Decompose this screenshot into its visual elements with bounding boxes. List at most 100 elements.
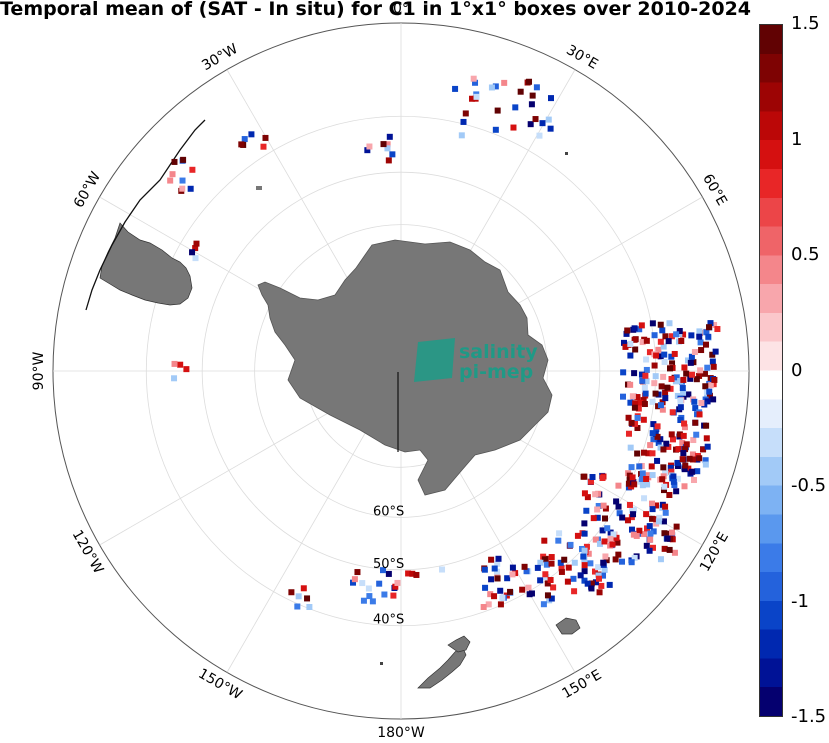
data-cell [697,339,704,346]
data-cell [384,141,391,148]
data-cell [497,587,504,594]
data-cell [631,404,638,411]
data-cell [592,536,599,543]
data-cell [366,143,373,150]
data-cell [657,402,664,409]
data-cell [677,404,684,411]
data-cell [689,468,696,475]
data-cell [647,530,654,537]
data-cell [587,560,594,567]
data-cell [629,393,636,400]
data-cell [662,503,669,510]
data-cell [676,328,683,335]
data-cell [678,337,685,344]
data-cell [649,320,656,327]
data-cell [625,430,632,437]
data-cell [642,390,649,397]
data-cell [528,590,535,597]
data-cell [599,527,606,534]
data-cell [650,436,657,443]
data-cell [595,564,602,571]
data-cell [655,518,662,525]
data-cell [646,349,653,356]
data-cell [628,464,635,471]
data-cell [671,549,678,556]
map-title: Temporal mean of (SAT - In situ) for C1 … [0,0,752,20]
data-cell [665,443,672,450]
data-cell [668,353,675,360]
data-cell [604,525,611,532]
data-cell [364,147,371,154]
data-cell [503,592,510,599]
data-cell [394,579,401,586]
data-cell [618,558,625,565]
data-cell [638,476,645,483]
parallel-label: 40°S [373,613,404,628]
data-cell [661,545,668,552]
data-cell [595,572,602,579]
data-cell [581,577,588,584]
data-cell [643,542,650,549]
data-cell [650,528,657,535]
data-cell [543,561,550,568]
data-cell [714,326,721,333]
data-cell [652,502,659,509]
data-cell [592,491,599,498]
data-cell [659,327,666,334]
data-cell [260,143,267,150]
data-cell [369,598,376,605]
tasmania [555,617,581,635]
data-cell [470,75,477,82]
data-cell [594,514,601,521]
colorbar-tick-label: 1 [791,128,803,150]
data-cell [632,346,639,353]
data-cell [655,346,662,353]
data-cell [189,166,196,173]
colorbar-tick-label: -1 [791,590,809,612]
data-cell [681,424,688,431]
data-cell [664,535,671,542]
data-cell [682,446,689,453]
data-cell [525,584,532,591]
data-cell [379,567,386,574]
data-cell [657,338,664,345]
data-cell [696,372,703,379]
data-cell [495,555,502,562]
data-cell [691,398,698,405]
data-cell [631,481,638,488]
data-cell [633,532,640,539]
data-cell [674,475,681,482]
data-cell [643,511,650,518]
data-cell [649,430,656,437]
data-cell [696,455,703,462]
data-cell [547,95,554,102]
data-cell [696,411,703,418]
data-cell [689,456,696,463]
data-cell [647,536,654,543]
data-cell [707,320,714,327]
data-cell [532,116,539,123]
data-cell [661,469,668,476]
data-cell [366,593,373,600]
data-cell [662,395,669,402]
data-cell [634,414,641,421]
data-cell [624,327,631,334]
data-cell [620,393,627,400]
data-cell [665,338,672,345]
data-cell [300,585,307,592]
data-cell [680,432,687,439]
data-cell [494,560,501,567]
data-cell [693,431,700,438]
data-cell [350,579,357,586]
data-cell [558,568,565,575]
data-cell [698,347,705,354]
data-cell [702,457,709,464]
data-cell [649,500,656,507]
data-cell [661,358,668,365]
data-cell [711,322,718,329]
south-america-tip [99,222,193,306]
data-cell [485,601,492,608]
data-cell [709,358,716,365]
data-cell [680,331,687,338]
data-cell [641,401,648,408]
